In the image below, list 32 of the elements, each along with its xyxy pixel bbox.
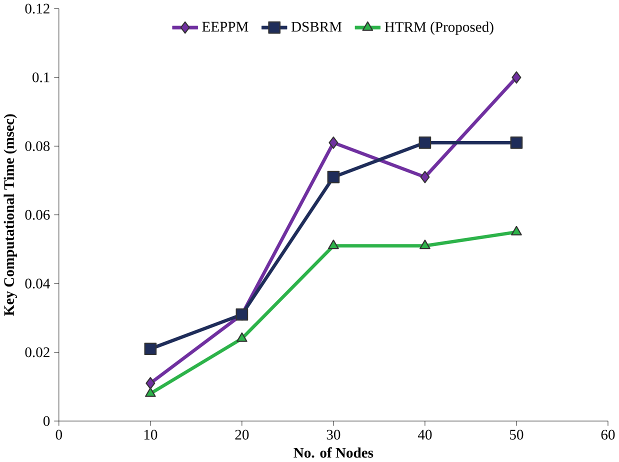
x-tick-label: 0: [56, 430, 62, 440]
x-axis-title: No. of Nodes: [294, 448, 374, 458]
y-tick-label: 0.06: [25, 210, 50, 220]
y-tick-label: 0.08: [25, 141, 50, 152]
legend-label: HTRM (Proposed): [384, 22, 494, 36]
x-tick-label: 10: [144, 430, 158, 440]
point: [510, 136, 523, 150]
x-tick-label: 30: [326, 430, 340, 440]
point: [418, 136, 432, 150]
y-tick-label: 0.02: [25, 348, 50, 358]
y-tick-label: 0.12: [25, 4, 50, 14]
point: [236, 332, 248, 342]
point: [328, 240, 339, 250]
y-axis-title: Key Computational Time (msec): [4, 114, 17, 316]
point: [420, 171, 430, 184]
legend-label: EEPPM: [202, 22, 248, 32]
y-tick-label: 0.1: [32, 72, 50, 83]
point: [145, 388, 156, 398]
point: [144, 342, 157, 356]
point: [327, 171, 340, 184]
x-tick-label: 20: [235, 430, 249, 440]
y-tick-label: 0: [43, 416, 50, 426]
y-tick-label: 0.04: [25, 278, 50, 289]
point: [512, 71, 522, 84]
point: [511, 226, 522, 236]
x-tick-label: 40: [418, 430, 432, 440]
legend-label: DSBRM: [291, 22, 342, 32]
x-tick-label: 50: [510, 430, 524, 440]
point: [420, 240, 430, 250]
point: [146, 377, 156, 390]
point: [328, 136, 338, 150]
x-tick-label: 60: [601, 430, 615, 440]
